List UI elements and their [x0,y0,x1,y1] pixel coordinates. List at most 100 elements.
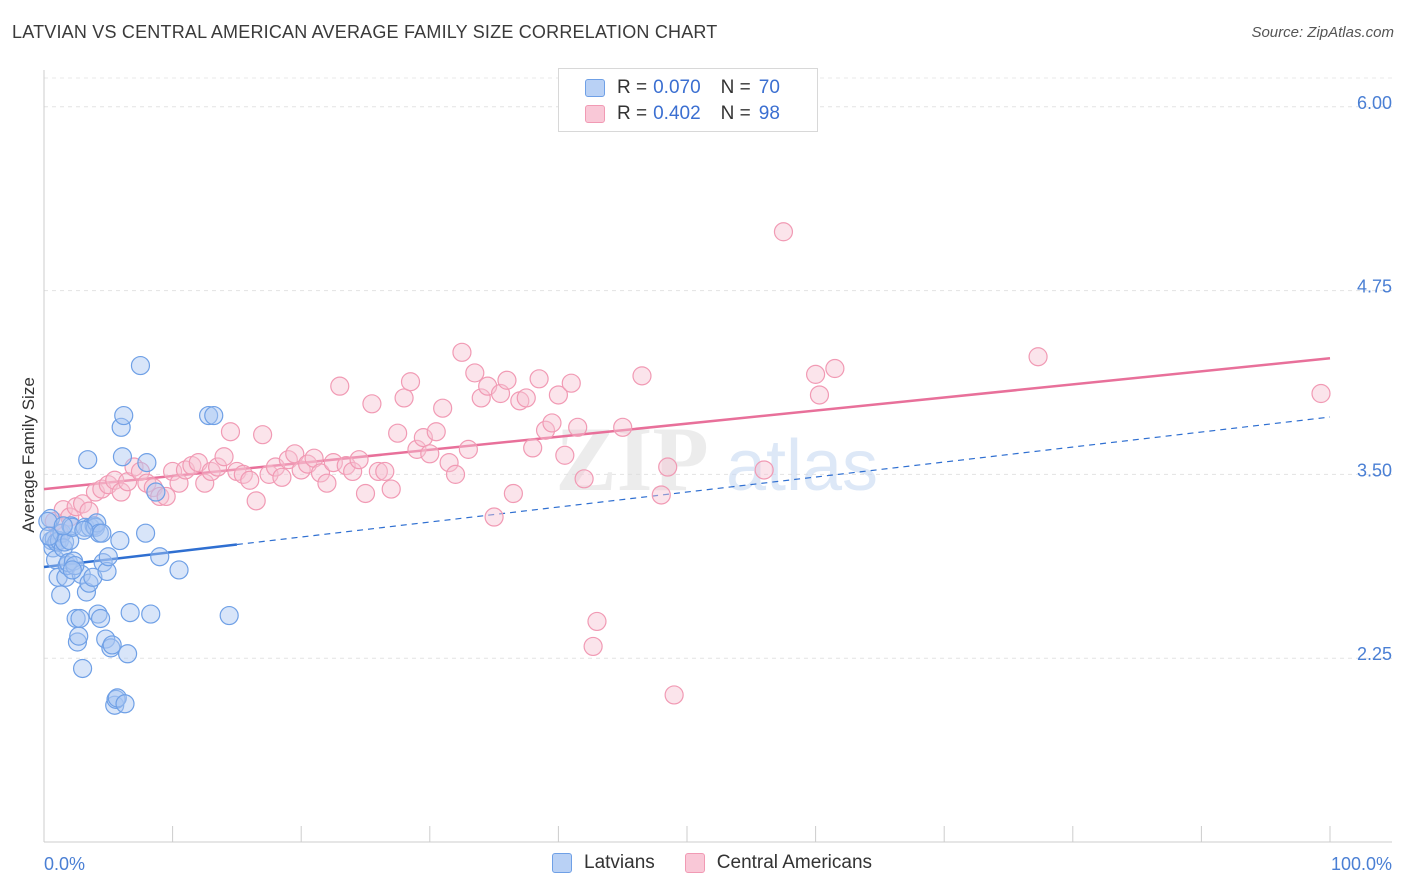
latvians-point [62,560,82,580]
latvians-trend-dashed [236,416,1331,546]
central-americans-point [651,485,671,505]
central-americans-point [805,364,826,384]
central-americans-point [79,501,99,521]
central-americans-point [555,445,575,465]
legend-r-label: R = [617,103,648,124]
latvians-point [83,567,103,587]
latvians-point [107,688,127,708]
chart-title: LATVIAN VS CENTRAL AMERICAN AVERAGE FAMI… [12,22,718,42]
latvians-point [38,511,58,532]
central-americans-point [253,425,273,445]
central-americans-point [497,370,517,390]
latvians-points [38,355,239,715]
latvians-point [39,526,59,546]
central-americans-point [400,372,421,392]
y-tick-label: 2.25 [1357,644,1392,664]
central-americans-point [72,494,93,514]
central-americans-point [542,413,562,433]
central-americans-point [1311,383,1331,404]
central-americans-point [156,486,176,507]
central-americans-point [754,460,774,480]
y-tick-label: 3.50 [1357,460,1392,480]
central-americans-point [394,388,414,408]
legend-n-label: N = [720,77,751,98]
central-americans-point [445,464,466,484]
central-americans-point [272,467,292,487]
latvians-point [74,520,94,540]
watermark-atlas: atlas [726,426,878,506]
y-axis-label: Average Family Size [19,377,38,533]
central-americans-point [465,363,485,383]
source-label: Source: ZipAtlas.com [1251,24,1394,41]
latvians-point [111,417,131,437]
central-americans-point [343,461,363,482]
legend-r-label: R = [617,77,648,98]
x-tick-labels: 0.0% 100.0% [44,854,1392,874]
central-americans-point [664,685,684,705]
correlation-legend: R = 0.070 N = 70 R = 0.402 N = 98 [558,68,818,132]
central-americans-point [330,376,350,396]
central-americans-point [583,636,603,657]
central-americans-point [407,439,427,459]
latvians-point [219,605,239,626]
central-americans-point [458,439,478,459]
latvians-point [115,694,135,714]
central-americans-point [632,366,652,386]
latvians-point [70,608,90,629]
latvians-point [110,530,130,551]
central-americans-point [433,398,453,418]
legend-n-label: N = [720,103,751,124]
latvians-point [130,355,151,376]
latvians-point [106,689,126,709]
latvians-swatch [585,79,605,97]
central-americans-point [240,470,260,490]
central-americans-point [1028,347,1048,367]
central-americans-point [568,417,588,437]
latvians-point [114,405,134,426]
central-americans-point [613,417,633,437]
central-americans-legend-label: Central Americans [716,852,873,873]
central-americans-point [362,394,382,414]
latvians-point [61,516,81,536]
central-americans-point [426,422,446,442]
central-americans-point [503,483,523,504]
central-americans-trend [43,356,1331,491]
central-americans-point [388,423,408,443]
central-americans-point [195,473,215,493]
latvians-point [92,523,112,543]
legend-item-latvians[interactable]: Latvians [552,852,655,874]
latvians-legend-swatch [552,853,572,873]
latvians-point [53,516,73,536]
central-americans-point [535,420,556,440]
central-americans-point [471,388,491,408]
latvians-point [102,635,122,655]
legend-n-value: 70 [758,77,780,98]
latvians-point [150,547,170,567]
central-americans-point [825,358,845,379]
latvians-legend-label: Latvians [584,852,655,873]
latvians-point [105,695,125,715]
latvians-point [117,644,138,664]
central-americans-point [574,469,594,489]
central-americans-point [285,444,305,464]
latvians-point [120,603,140,623]
legend-r-value: 0.070 [653,77,701,98]
legend-item-central-americans[interactable]: Central Americans [684,852,873,874]
latvians-point [112,447,133,467]
legend-row-latvians: R = 0.070 N = 70 [585,76,780,100]
central-americans-point [214,447,234,467]
central-americans-point [111,482,131,502]
latvians-point [90,608,111,629]
central-americans-point [246,491,266,511]
latvians-point [137,453,157,473]
latvians-point [135,523,156,543]
central-americans-point [809,385,830,405]
y-tick-label: 4.75 [1357,277,1392,297]
central-americans-point [516,388,536,408]
central-americans-point [439,453,459,473]
latvians-point [69,626,89,646]
central-americans-point [523,438,543,458]
central-americans-point [317,473,337,493]
central-americans-point [375,461,395,482]
y-tick-label: 6.00 [1357,93,1392,113]
